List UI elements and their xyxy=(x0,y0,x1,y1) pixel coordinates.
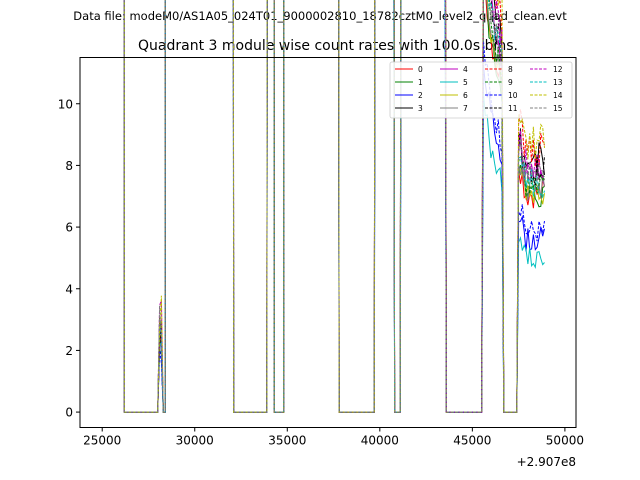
legend-label-10: 10 xyxy=(508,91,518,100)
y-tick-label: 6 xyxy=(65,221,73,235)
x-tick-label: 45000 xyxy=(453,434,491,448)
plot-frame xyxy=(79,57,577,428)
legend-label-6: 6 xyxy=(463,91,468,100)
legend-label-0: 0 xyxy=(418,65,423,74)
x-tick-label: 25000 xyxy=(83,434,121,448)
y-tick-label: 2 xyxy=(65,344,73,358)
suptitle: Data file: modeM0/AS1A05_024T01_90000028… xyxy=(73,9,567,23)
y-tick-label: 4 xyxy=(65,282,73,296)
legend-label-7: 7 xyxy=(463,104,468,113)
x-tick-label: 35000 xyxy=(268,434,306,448)
x-tick-label: 50000 xyxy=(546,434,584,448)
legend-frame xyxy=(389,61,573,119)
y-tick-label: 8 xyxy=(65,159,73,173)
y-axis: 0 2 4 6 8 10 xyxy=(58,97,80,420)
legend-label-4: 4 xyxy=(463,65,468,74)
x-axis: 25000 30000 35000 40000 45000 50000 xyxy=(83,427,584,448)
legend-label-12: 12 xyxy=(553,65,563,74)
legend-label-3: 3 xyxy=(418,104,423,113)
legend-label-13: 13 xyxy=(553,78,563,87)
x-offset-text: +2.907e8 xyxy=(517,455,576,469)
x-tick-label: 40000 xyxy=(361,434,399,448)
legend-label-14: 14 xyxy=(553,91,563,100)
legend-label-1: 1 xyxy=(418,78,423,87)
legend-label-9: 9 xyxy=(508,78,513,87)
plot-lines xyxy=(123,0,545,413)
y-tick-label: 10 xyxy=(58,97,73,111)
legend-label-2: 2 xyxy=(418,91,423,100)
y-tick-label: 0 xyxy=(65,406,73,420)
chart-title: Quadrant 3 module wise count rates with … xyxy=(138,38,518,54)
legend-label-15: 15 xyxy=(553,104,563,113)
series-line-15 xyxy=(123,0,545,413)
x-tick-label: 30000 xyxy=(176,434,214,448)
legend-label-8: 8 xyxy=(508,65,513,74)
legend-label-11: 11 xyxy=(508,104,518,113)
legend-label-5: 5 xyxy=(463,78,468,87)
